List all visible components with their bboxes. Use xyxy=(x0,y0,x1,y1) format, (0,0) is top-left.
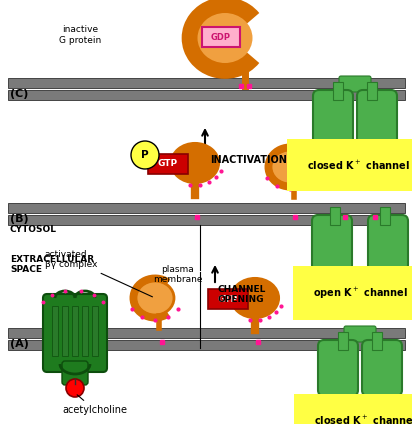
FancyBboxPatch shape xyxy=(368,215,408,271)
Text: GTP: GTP xyxy=(218,295,238,304)
Text: P: P xyxy=(141,150,149,160)
FancyBboxPatch shape xyxy=(148,154,188,174)
FancyBboxPatch shape xyxy=(362,340,402,396)
Text: (A): (A) xyxy=(10,339,29,349)
Bar xyxy=(8,328,405,338)
Ellipse shape xyxy=(197,13,253,63)
Circle shape xyxy=(191,191,199,199)
Text: CYTOSOL: CYTOSOL xyxy=(10,225,57,234)
Circle shape xyxy=(66,379,84,397)
Circle shape xyxy=(131,141,159,169)
FancyBboxPatch shape xyxy=(62,361,88,385)
Bar xyxy=(338,332,348,350)
Text: (B): (B) xyxy=(10,214,28,224)
Text: INACTIVATION: INACTIVATION xyxy=(210,155,287,165)
FancyBboxPatch shape xyxy=(339,76,371,92)
Ellipse shape xyxy=(271,150,309,184)
FancyBboxPatch shape xyxy=(357,90,397,146)
Bar xyxy=(367,82,377,100)
Text: open K$^+$ channel: open K$^+$ channel xyxy=(313,285,407,301)
Text: activated
βγ complex: activated βγ complex xyxy=(45,250,152,297)
Text: CHANNEL
OPENING: CHANNEL OPENING xyxy=(218,285,267,304)
Text: plasma
membrane: plasma membrane xyxy=(153,265,203,285)
Bar xyxy=(92,306,98,356)
FancyBboxPatch shape xyxy=(202,27,240,47)
Bar xyxy=(82,306,88,356)
Ellipse shape xyxy=(231,278,279,318)
Bar xyxy=(330,207,340,225)
Bar xyxy=(372,332,382,350)
Text: GTP: GTP xyxy=(158,159,178,168)
FancyBboxPatch shape xyxy=(318,340,358,396)
Text: (C): (C) xyxy=(10,89,28,99)
Text: closed K$^+$ channel: closed K$^+$ channel xyxy=(314,413,412,424)
Bar xyxy=(8,78,405,88)
Bar xyxy=(8,203,405,213)
FancyBboxPatch shape xyxy=(344,326,376,342)
Bar xyxy=(380,207,390,225)
Bar xyxy=(8,340,405,350)
Text: closed K$^+$ channel: closed K$^+$ channel xyxy=(307,159,410,172)
Text: activated
α subunit: activated α subunit xyxy=(300,278,343,298)
FancyBboxPatch shape xyxy=(43,294,107,372)
Text: EXTRACELLULAR
SPACE: EXTRACELLULAR SPACE xyxy=(10,255,94,274)
FancyBboxPatch shape xyxy=(208,289,248,309)
Bar xyxy=(333,82,343,100)
FancyBboxPatch shape xyxy=(313,90,353,146)
Bar xyxy=(8,215,405,225)
FancyBboxPatch shape xyxy=(312,215,352,271)
Text: inactive
G protein: inactive G protein xyxy=(59,25,101,45)
Bar xyxy=(52,306,58,356)
Text: GDP: GDP xyxy=(211,33,231,42)
Bar xyxy=(62,306,68,356)
Bar xyxy=(8,90,405,100)
Circle shape xyxy=(251,326,259,334)
Ellipse shape xyxy=(136,281,174,315)
Ellipse shape xyxy=(171,143,219,183)
Bar xyxy=(72,306,78,356)
Text: acetylcholine: acetylcholine xyxy=(63,395,127,415)
